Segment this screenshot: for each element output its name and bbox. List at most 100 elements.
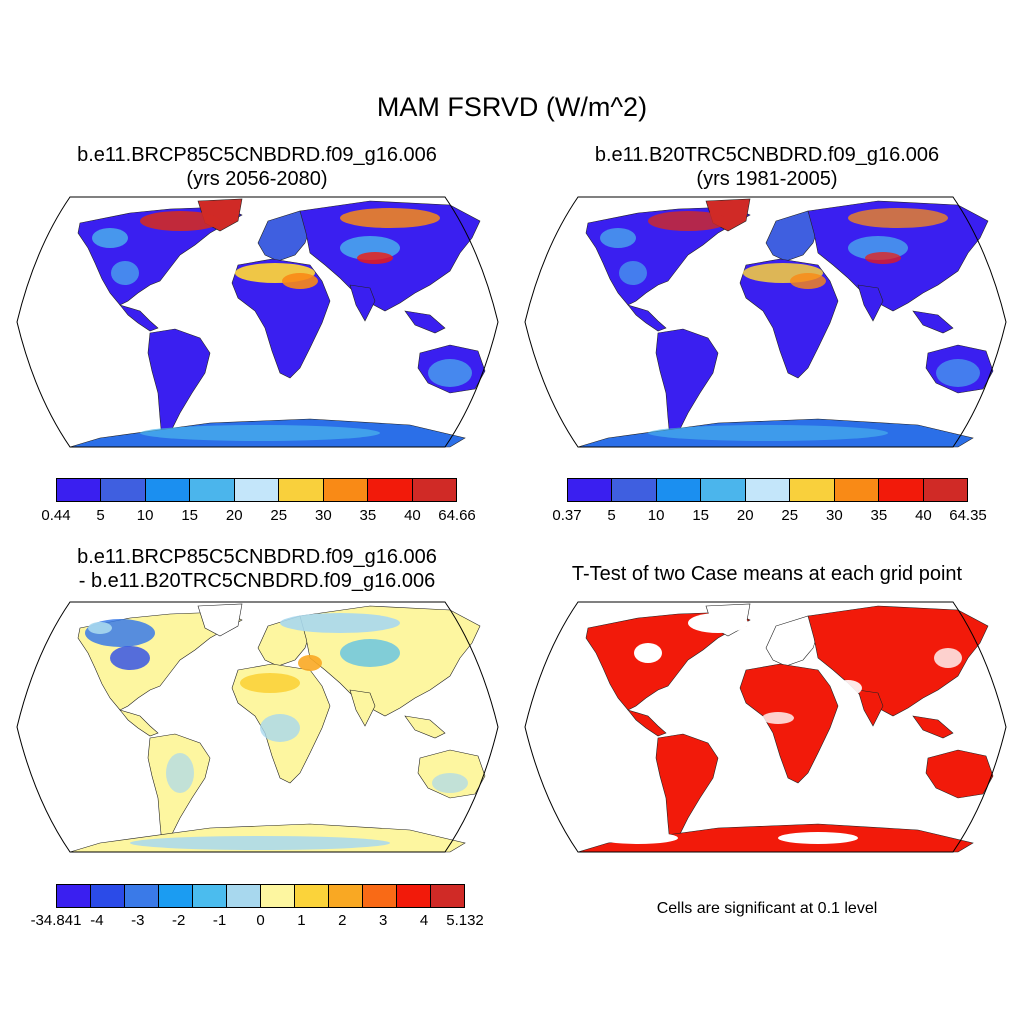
- panel-1-colorbar-swatch: [190, 479, 235, 501]
- panel-1-map: [16, 196, 499, 448]
- panel-2-colorbar-label: 0.37: [552, 507, 582, 524]
- panel-1-colorbar-label: 0.44: [41, 507, 71, 524]
- panel-2-colorbar-swatch: [879, 479, 924, 501]
- panel-3-colorbar-swatch: [329, 885, 363, 907]
- panel-2-colorbar-swatch: [790, 479, 835, 501]
- panel-3-title-line1: b.e11.BRCP85C5CNBDRD.f09_g16.006: [77, 546, 437, 568]
- land-india: [349, 284, 376, 322]
- panel-1-colorbar-swatch: [368, 479, 413, 501]
- panel-2-title-line2: (yrs 1981-2005): [696, 168, 838, 190]
- map-frame: [524, 601, 1007, 853]
- panel-1-colorbar-label: 5: [96, 507, 105, 524]
- panel-3-colorbar-swatch: [397, 885, 431, 907]
- panel-2-colorbar-label: 10: [647, 507, 665, 524]
- panel-2-colorbar-label: 20: [736, 507, 754, 524]
- panel-2-colorbar-label: 35: [870, 507, 888, 524]
- panel-2-colorbar-label: 30: [825, 507, 843, 524]
- field-patch: [260, 714, 300, 742]
- field-patch: [130, 836, 390, 850]
- panel-2-colorbar-swatch: [923, 479, 967, 501]
- field-patch: [111, 261, 139, 285]
- field-patch: [428, 359, 472, 387]
- panel-1-colorbar-swatch: [323, 479, 369, 501]
- field-patch: [619, 261, 647, 285]
- field-patch: [936, 359, 980, 387]
- panel-3-colorbar: [56, 884, 465, 908]
- land-africa: [739, 663, 839, 784]
- panel-3-colorbar-label: -4: [90, 912, 104, 929]
- map-frame: [524, 196, 1007, 448]
- land-seasia: [912, 715, 954, 739]
- panel-2-colorbar-swatch: [612, 479, 657, 501]
- panel-4-map: [524, 601, 1007, 853]
- panel-2-map: [524, 196, 1007, 448]
- field-patch: [934, 648, 962, 668]
- panel-1-colorbar-label: 30: [314, 507, 332, 524]
- figure-title: MAM FSRVD (W/m^2): [376, 92, 648, 122]
- panel-3-colorbar-label: -2: [172, 912, 186, 929]
- panel-2-colorbar-label: 25: [781, 507, 799, 524]
- panel-1-colorbar: [56, 478, 457, 502]
- panel-2-title-line1: b.e11.B20TRC5CNBDRD.f09_g16.006: [594, 144, 940, 166]
- land-camerica: [119, 304, 159, 332]
- panel-3-title-line2: - b.e11.B20TRC5CNBDRD.f09_g16.006: [78, 570, 436, 592]
- field-patch: [790, 273, 826, 289]
- land-seasia: [404, 715, 446, 739]
- panel-2-colorbar-swatch: [656, 479, 702, 501]
- panel-2-colorbar-labels: 0.37 5 10 15 20 25 30 35 40 64.35: [552, 507, 986, 527]
- panel-3-colorbar-labels: -34.841 -4 -3 -2 -1 0 1 2 3 4 5.132: [31, 912, 484, 932]
- field-patch: [598, 832, 678, 844]
- panel-1-title: b.e11.BRCP85C5CNBDRD.f09_g16.006 (yrs 20…: [2, 143, 512, 191]
- field-patch: [357, 252, 393, 264]
- panel-1-colorbar-label: 64.66: [438, 507, 476, 524]
- panel-3-map: [16, 601, 499, 853]
- field-patch: [688, 613, 748, 633]
- panel-3-colorbar-swatch: [431, 885, 464, 907]
- panel-1-colorbar-swatch: [145, 479, 191, 501]
- panel-3-title: b.e11.BRCP85C5CNBDRD.f09_g16.006 - b.e11…: [2, 545, 512, 593]
- panel-3-colorbar-swatch: [295, 885, 329, 907]
- panel-2-title: b.e11.B20TRC5CNBDRD.f09_g16.006 (yrs 198…: [512, 143, 1022, 191]
- panel-3-colorbar-swatch: [261, 885, 295, 907]
- panel-2-colorbar-label: 64.35: [949, 507, 987, 524]
- land-camerica: [627, 304, 667, 332]
- panel-3-colorbar-swatch: [159, 885, 193, 907]
- map-frame: [16, 601, 499, 853]
- panel-2-colorbar-swatch: [834, 479, 880, 501]
- panel-2-colorbar-label: 15: [692, 507, 709, 524]
- panel-2-colorbar-label: 5: [607, 507, 616, 524]
- field-patch: [340, 208, 440, 228]
- land-africa: [739, 258, 839, 379]
- panel-1-title-line2: (yrs 2056-2080): [186, 168, 328, 190]
- panel-3-colorbar-label: -1: [212, 912, 227, 929]
- land-africa: [231, 258, 331, 379]
- land-asia: [807, 605, 989, 717]
- field-patch: [600, 228, 636, 248]
- land-greenland: [197, 603, 243, 637]
- panel-3-colorbar-label: 2: [338, 912, 347, 929]
- panel-1-colorbar-label: 10: [136, 507, 154, 524]
- field-patch: [865, 252, 901, 264]
- land-samerica: [655, 328, 719, 440]
- panel-2-colorbar-swatch: [745, 479, 791, 501]
- panel-3-colorbar-swatch: [91, 885, 125, 907]
- panel-1-title-line1: b.e11.BRCP85C5CNBDRD.f09_g16.006: [77, 144, 437, 166]
- panel-3-colorbar-swatch: [125, 885, 159, 907]
- land-camerica: [119, 709, 159, 737]
- panel-1-colorbar-labels: 0.44 5 10 15 20 25 30 35 40 64.66: [41, 507, 475, 527]
- field-patch: [166, 753, 194, 793]
- field-patch: [648, 211, 728, 231]
- land-india: [857, 284, 884, 322]
- panel-3-colorbar-swatch: [57, 885, 91, 907]
- panel-3-colorbar-label: -34.841: [30, 912, 82, 929]
- panel-1-colorbar-swatch: [101, 479, 146, 501]
- field-patch: [634, 643, 662, 663]
- field-patch: [88, 622, 112, 634]
- land-camerica: [627, 709, 667, 737]
- panel-4-title: T-Test of two Case means at each grid po…: [571, 563, 963, 585]
- panel-3-colorbar-label: 5.132: [446, 912, 484, 929]
- field-patch: [648, 425, 888, 441]
- field-patch: [110, 646, 150, 670]
- field-patch: [92, 228, 128, 248]
- panel-1-colorbar-label: 15: [181, 507, 198, 524]
